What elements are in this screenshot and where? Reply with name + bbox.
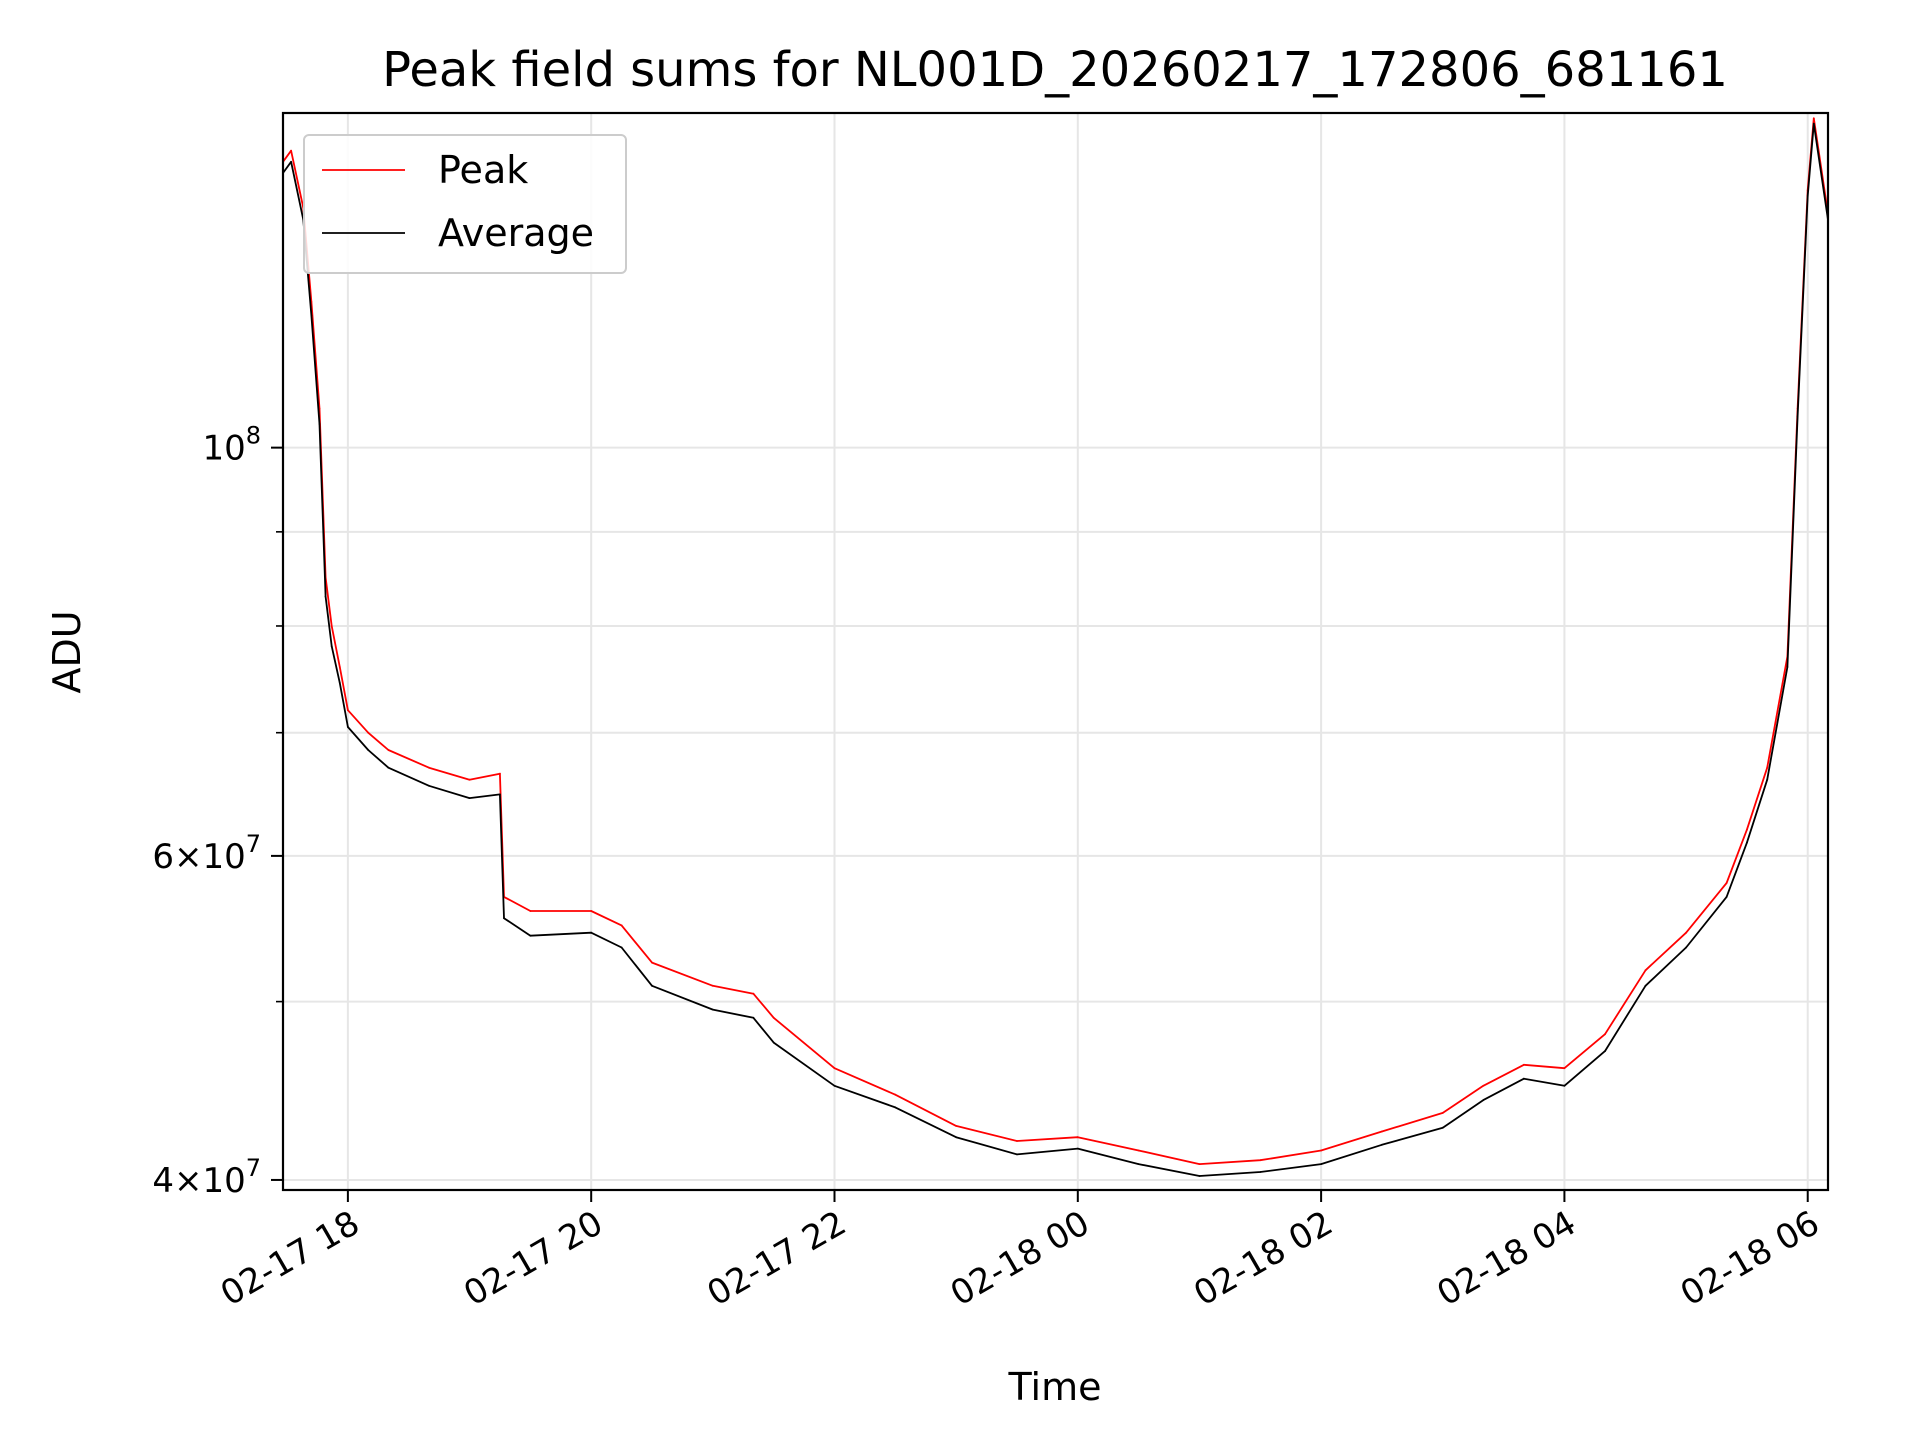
data-point-average (772, 1041, 775, 1044)
data-point-peak (1198, 1163, 1201, 1165)
data-point-peak (772, 1016, 775, 1019)
data-point-average (1812, 122, 1815, 125)
data-point-peak (1812, 117, 1815, 120)
data-point-peak (1766, 766, 1769, 769)
data-point-peak (290, 149, 292, 152)
data-point-average (1137, 1163, 1140, 1165)
data-point-average (955, 1136, 957, 1139)
data-point-average (1320, 1163, 1322, 1165)
y-tick-label: 6×107 (152, 830, 261, 877)
data-point-average (752, 1016, 755, 1019)
data-point-peak (1563, 1067, 1566, 1070)
data-point-peak (1016, 1140, 1018, 1142)
data-point-peak (1685, 931, 1687, 934)
y-tick-label: 4×107 (152, 1154, 261, 1201)
data-point-peak (387, 749, 390, 751)
data-point-average (590, 931, 593, 934)
data-point-peak (1482, 1084, 1485, 1087)
data-point-peak (752, 992, 755, 995)
y-axis-label: ADU (45, 610, 89, 693)
plot-frame (281, 111, 1830, 1192)
data-point-peak (1725, 882, 1728, 884)
data-point-peak (499, 772, 501, 775)
data-point-peak (330, 625, 333, 627)
data-point-average (1644, 984, 1647, 987)
data-point-average (1725, 896, 1728, 898)
data-point-average (1786, 666, 1789, 668)
data-point-peak (1644, 969, 1647, 972)
data-point-peak (1137, 1149, 1140, 1152)
data-point-average (833, 1084, 836, 1087)
data-point-average (894, 1106, 897, 1109)
x-axis-label: Time (1008, 1365, 1102, 1409)
data-point-average (503, 917, 505, 920)
data-point-peak (1746, 828, 1748, 831)
data-point-peak (1259, 1159, 1262, 1162)
data-point-peak (711, 984, 714, 987)
data-point-average (338, 682, 341, 684)
data-point-average (367, 749, 370, 751)
data-point-peak (1441, 1112, 1444, 1114)
data-point-peak (1076, 1136, 1079, 1139)
data-point-average (310, 314, 313, 317)
data-point-average (1685, 946, 1687, 949)
data-point-peak (620, 924, 623, 927)
data-point-average (651, 984, 653, 987)
data-point-average (468, 797, 471, 799)
series-layer (282, 117, 1829, 1177)
chart-title: Peak field sums for NL001D_20260217_1728… (382, 42, 1728, 98)
data-point-average (324, 595, 327, 598)
data-point-peak (428, 766, 430, 769)
y-tick-label: 108 (202, 422, 261, 469)
data-point-average (1563, 1084, 1566, 1087)
data-point-average (1441, 1126, 1444, 1129)
legend-peak-label: Peak (438, 148, 528, 192)
data-point-average (1016, 1153, 1018, 1156)
grid-layer (283, 113, 1828, 1190)
data-point-peak (955, 1125, 957, 1127)
data-point-peak (338, 666, 341, 668)
legend-average-label: Average (438, 211, 594, 255)
data-point-average (499, 793, 501, 796)
data-point-average (1806, 195, 1809, 197)
data-point-average (1259, 1171, 1262, 1173)
data-point-average (290, 160, 292, 163)
data-point-average (1482, 1099, 1485, 1101)
data-point-peak (529, 910, 532, 912)
data-point-peak (590, 910, 593, 912)
data-point-peak (367, 731, 370, 734)
data-point-average (387, 766, 390, 769)
y-tick-layer: 4×107 6×107 108 (152, 422, 283, 1201)
data-point-peak (1320, 1149, 1322, 1152)
data-point-peak (1604, 1033, 1606, 1036)
data-point-average (620, 946, 623, 949)
data-point-peak (1523, 1063, 1525, 1066)
legend: Peak Average (303, 134, 627, 274)
data-point-peak (468, 778, 471, 781)
data-point-average (1523, 1077, 1525, 1080)
data-point-peak (651, 961, 653, 964)
data-point-average (1381, 1143, 1383, 1146)
data-point-average (330, 645, 333, 648)
data-point-average (1198, 1175, 1201, 1177)
data-point-average (529, 934, 532, 937)
data-point-average (1766, 778, 1769, 781)
data-point-peak (347, 709, 349, 712)
data-point-average (318, 423, 321, 425)
data-point-average (1796, 415, 1799, 418)
data-point-peak (894, 1093, 897, 1096)
data-point-average (1076, 1147, 1079, 1150)
data-point-average (347, 726, 349, 728)
data-point-average (1746, 841, 1748, 844)
data-point-average (711, 1008, 714, 1011)
data-point-average (1604, 1050, 1606, 1052)
data-point-peak (833, 1067, 836, 1070)
data-point-average (428, 784, 430, 787)
data-point-peak (1381, 1130, 1383, 1133)
